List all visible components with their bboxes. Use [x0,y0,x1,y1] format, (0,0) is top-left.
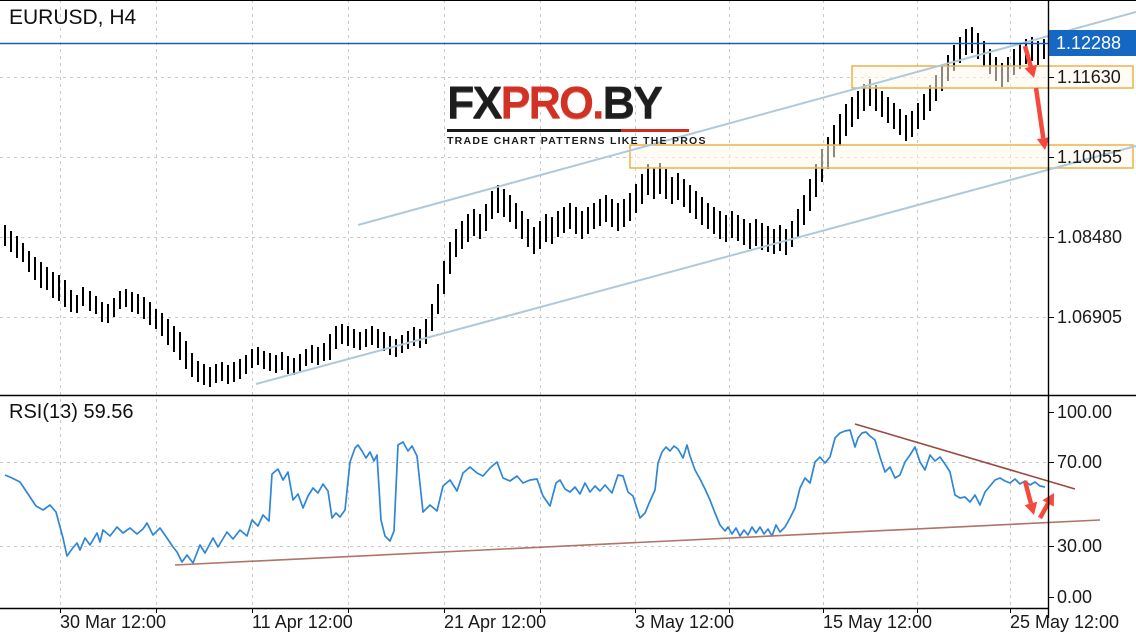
logo-divider [447,129,689,132]
rsi-axis-label: 100.00 [1057,402,1112,422]
current-price-tag: 1.12288 [1049,30,1136,56]
fxpro-watermark: FXPRO.BY TRADE CHART PATTERNS LIKE THE P… [447,80,707,147]
ascending-channel-upper [357,11,1136,226]
rsi-axis-label: 0.00 [1057,587,1092,607]
logo-fx: FX [447,77,502,128]
time-axis-label: 3 May 12:00 [635,612,734,632]
symbol-timeframe-label: EURUSD, H4 [9,6,137,29]
rsi-signal-arrow [1022,480,1034,504]
rsi-signal-arrow [1038,502,1051,520]
bearish-arrow-head [1036,137,1050,150]
time-axis-label: 25 May 12:00 [1010,612,1119,632]
ascending-channel-lower [255,145,1136,385]
rsi-descending-resistance [854,423,1076,490]
fxpro-logo: FXPRO.BY [447,80,689,125]
rsi-indicator-label: RSI(13) 59.56 [9,401,134,423]
bearish-arrow [1022,45,1033,68]
price-axis-label: 1.06905 [1057,307,1122,327]
logo-pro: PRO [500,77,595,128]
price-axis-label: 1.10055 [1057,147,1122,167]
rsi-line [4,429,1046,564]
logo-tagline: TRADE CHART PATTERNS LIKE THE PROS [447,135,707,147]
price-axis-label: 1.11630 [1057,67,1121,87]
rsi-ascending-support [174,519,1101,566]
rsi-axis-label: 70.00 [1057,452,1102,472]
rsi-signal-arrow-head [1024,501,1038,515]
time-axis-label: 30 Mar 12:00 [60,612,166,632]
time-axis-label: 15 May 12:00 [823,612,932,632]
bearish-arrow [1033,87,1046,139]
time-axis-label: 11 Apr 12:00 [252,612,353,632]
rsi-axis-label: 30.00 [1057,536,1102,556]
bearish-arrow-head [1024,64,1038,78]
price-axis-label: 1.08480 [1057,227,1122,247]
logo-by: BY [602,77,663,128]
support-box-1.10055 [629,144,1134,169]
logo-dot: . [592,77,604,128]
time-axis-label: 21 Apr 12:00 [444,612,546,632]
